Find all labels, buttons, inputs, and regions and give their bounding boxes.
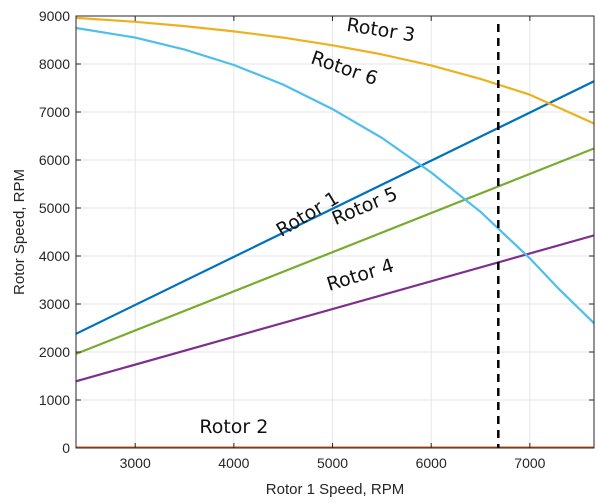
y-tick-label: 9000 [39,8,70,24]
y-tick-label: 0 [62,440,70,456]
y-tick-label: 7000 [39,104,70,120]
y-axis-label: Rotor Speed, RPM [11,169,28,295]
series-layer [76,16,594,448]
y-axis-ticks: 0 1000 2000 3000 4000 5000 6000 7000 8000 9000 [39,8,594,456]
y-tick-label: 8000 [39,56,70,72]
y-tick-label: 4000 [39,248,70,264]
x-tick-label: 5000 [317,455,348,471]
series-line-rotor-6 [76,26,594,324]
series-label-rotor-2: Rotor 2 [199,416,268,438]
series-line-rotor-5 [76,147,594,355]
x-tick-label: 7000 [514,455,545,471]
series-line-rotor-4 [76,234,594,383]
x-axis-label: Rotor 1 Speed, RPM [266,481,404,498]
x-tick-label: 3000 [120,455,151,471]
series-line-rotor-1 [76,80,594,335]
series-line-rotor-3 [76,16,594,125]
x-axis-ticks: 3000 4000 5000 6000 7000 [120,16,546,471]
y-tick-label: 1000 [39,392,70,408]
plot-frame [75,15,595,449]
y-tick-label: 6000 [39,152,70,168]
plot-background [76,16,594,448]
x-tick-label: 4000 [218,455,249,471]
y-tick-label: 3000 [39,296,70,312]
y-tick-label: 2000 [39,344,70,360]
y-tick-label: 5000 [39,200,70,216]
x-tick-label: 6000 [416,455,447,471]
